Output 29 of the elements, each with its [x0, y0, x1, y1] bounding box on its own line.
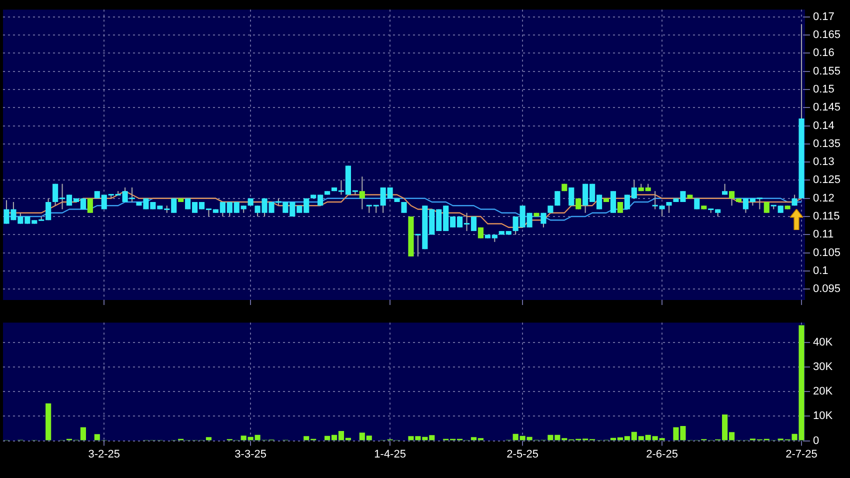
- x-tick-label: 3-2-25: [88, 448, 120, 460]
- y-tick-label: 0.16: [813, 47, 834, 60]
- y-tick-label: 0.12: [813, 192, 834, 204]
- x-tick-label: 3-3-25: [234, 448, 266, 460]
- y-tick-label: 30K: [813, 360, 834, 373]
- y-tick-label: 0.13: [813, 156, 834, 168]
- y-tick-label: 0.145: [813, 102, 841, 114]
- x-tick-label: 2-7-25: [786, 448, 818, 460]
- y-tick-label: 0.17: [813, 10, 834, 23]
- y-tick-label: 0.115: [813, 210, 840, 223]
- bar: [94, 434, 100, 440]
- y-tick-label: 40K: [813, 336, 834, 348]
- y-tick-label: 0: [813, 434, 820, 447]
- y-tick-label: 0.1: [813, 264, 828, 277]
- y-tick-label: 20K: [813, 386, 834, 398]
- x-tick-label: 1-4-25: [374, 448, 406, 460]
- x-tick-label: 2-6-25: [646, 448, 678, 460]
- bar: [46, 403, 52, 440]
- y-tick-label: 0.155: [813, 65, 841, 78]
- y-tick-label: 0.14: [813, 120, 834, 132]
- y-tick-label: 0.105: [813, 246, 841, 259]
- x-tick-label: 2-5-25: [506, 448, 538, 460]
- y-tick-label: 0.095: [813, 283, 841, 296]
- y-tick-label: 0.11: [813, 228, 834, 241]
- y-tick-label: 10K: [813, 410, 834, 422]
- y-tick-label: 0.165: [813, 29, 841, 42]
- y-tick-label: 0.125: [813, 174, 841, 186]
- y-tick-label: 0.135: [813, 138, 841, 150]
- y-tick-label: 0.15: [813, 83, 834, 96]
